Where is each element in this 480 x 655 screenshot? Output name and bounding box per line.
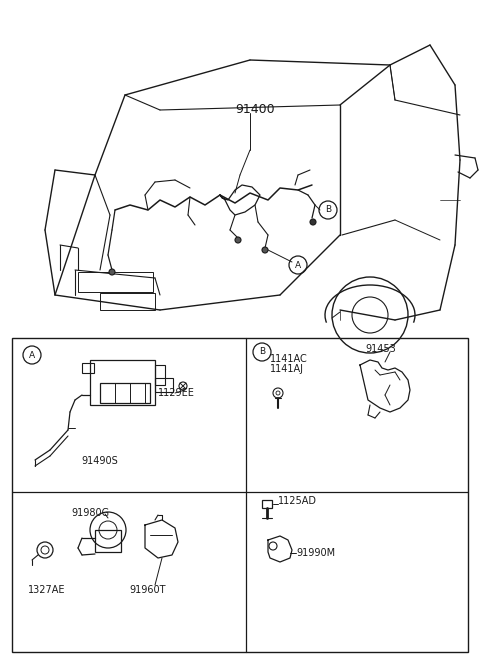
Text: B: B: [325, 206, 331, 214]
Text: 1141AJ: 1141AJ: [270, 364, 304, 374]
Text: 91980G: 91980G: [71, 508, 109, 518]
Bar: [100, 293, 155, 310]
Bar: [155, 378, 173, 392]
Circle shape: [262, 247, 268, 253]
Text: 91960T: 91960T: [130, 585, 166, 595]
Bar: [82, 363, 94, 373]
Text: A: A: [29, 350, 35, 360]
Bar: [155, 365, 165, 385]
Circle shape: [310, 219, 316, 225]
Text: 1125AD: 1125AD: [278, 496, 317, 506]
Text: 91490S: 91490S: [82, 456, 119, 466]
Text: 91990M: 91990M: [296, 548, 335, 558]
Bar: [78, 272, 153, 292]
Text: A: A: [295, 261, 301, 269]
Circle shape: [235, 237, 241, 243]
Bar: [95, 530, 121, 552]
Text: 91453: 91453: [365, 344, 396, 354]
Bar: [100, 383, 150, 403]
Text: B: B: [259, 348, 265, 356]
Bar: [12, 338, 468, 652]
Bar: [90, 360, 155, 405]
Text: 1141AC: 1141AC: [270, 354, 308, 364]
Text: 1129EE: 1129EE: [158, 388, 195, 398]
Bar: [262, 500, 272, 508]
Circle shape: [109, 269, 115, 275]
Text: 1327AE: 1327AE: [28, 585, 65, 595]
Text: 91400: 91400: [235, 103, 275, 116]
